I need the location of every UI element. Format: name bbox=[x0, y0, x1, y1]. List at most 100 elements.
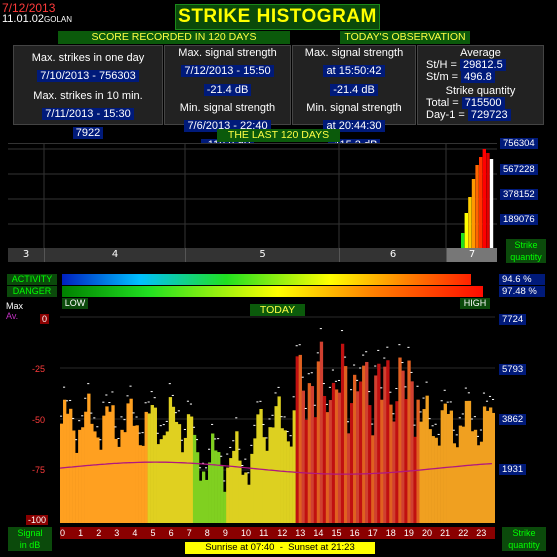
today-max-mark bbox=[183, 428, 186, 430]
signal-record-panel: Max. signal strength 7/12/2013 - 15:50 -… bbox=[164, 45, 291, 151]
today-max-mark bbox=[398, 344, 401, 346]
today-max-mark bbox=[159, 425, 162, 427]
today-max-mark bbox=[220, 455, 223, 457]
today-bar bbox=[141, 445, 145, 523]
today-max-mark bbox=[304, 407, 307, 409]
today-bar bbox=[464, 400, 469, 523]
today-bar bbox=[201, 471, 206, 523]
today-max-mark bbox=[322, 383, 325, 385]
today-bar bbox=[313, 417, 318, 523]
today-bar bbox=[419, 421, 423, 523]
today-bar bbox=[235, 431, 239, 523]
today-bar bbox=[66, 413, 70, 523]
today-max-mark bbox=[226, 453, 229, 455]
today-max-mark bbox=[319, 328, 322, 330]
today-max-mark bbox=[81, 415, 84, 417]
total-row: Total = 715500 bbox=[418, 97, 543, 109]
today-bar bbox=[277, 396, 281, 523]
today-bar bbox=[353, 374, 357, 523]
l120-ylabel-3: 189076 bbox=[500, 214, 538, 225]
today-max-mark bbox=[395, 388, 398, 390]
today-max-mark bbox=[467, 392, 470, 394]
today-bar bbox=[395, 401, 399, 523]
today-max-mark bbox=[235, 417, 238, 419]
today-max-mark bbox=[283, 416, 286, 418]
signal-label-2: in dB bbox=[19, 540, 41, 550]
db-label-0: 0 bbox=[40, 314, 50, 324]
today-bar bbox=[434, 437, 438, 523]
today-max-mark bbox=[350, 389, 353, 391]
today-max-mark bbox=[310, 372, 313, 374]
today-bar bbox=[78, 429, 82, 523]
today-max-mark bbox=[362, 354, 365, 356]
today-max-mark bbox=[168, 383, 171, 385]
today-bar bbox=[90, 423, 94, 523]
qty-label-2: 3862 bbox=[499, 414, 527, 425]
today-bar bbox=[162, 435, 167, 523]
hour-label: 7 bbox=[186, 528, 192, 538]
hour-label: 5 bbox=[150, 528, 156, 538]
hour-label: 12 bbox=[277, 528, 288, 538]
today-bar bbox=[331, 382, 336, 523]
today-bar bbox=[479, 441, 484, 523]
today-bar bbox=[177, 424, 182, 523]
today-bar bbox=[452, 443, 457, 523]
stm-value: 496.8 bbox=[461, 71, 495, 83]
today-bar bbox=[223, 491, 227, 523]
today-max-mark bbox=[150, 391, 153, 393]
l120-bar bbox=[486, 153, 490, 249]
today-bar bbox=[192, 434, 197, 523]
last120-svg bbox=[8, 144, 497, 249]
today-bar bbox=[63, 399, 67, 523]
today-max-mark bbox=[425, 381, 428, 383]
today-max-mark bbox=[180, 439, 183, 441]
today-bar bbox=[368, 405, 372, 523]
hour-label: 19 bbox=[403, 528, 414, 538]
today-max-mark bbox=[353, 364, 356, 366]
today-max-mark bbox=[458, 417, 461, 419]
today-max-mark bbox=[401, 362, 404, 364]
today-svg bbox=[59, 316, 496, 523]
today-bar bbox=[413, 436, 417, 523]
today-bar bbox=[274, 406, 278, 523]
today-bar bbox=[304, 419, 309, 523]
today-max-mark bbox=[126, 395, 129, 397]
today-max-mark bbox=[223, 480, 226, 482]
today-bar bbox=[183, 437, 188, 523]
hour-label: 13 bbox=[295, 528, 306, 538]
today-bar bbox=[117, 446, 121, 523]
today-max-mark bbox=[289, 435, 292, 437]
month-3: 3 bbox=[8, 248, 44, 262]
today-bar bbox=[365, 361, 369, 523]
today-max-mark bbox=[434, 423, 437, 425]
today-max-mark bbox=[186, 400, 189, 402]
today-bar bbox=[271, 427, 275, 523]
total-label: Total bbox=[426, 97, 450, 109]
today-max-mark bbox=[313, 404, 316, 406]
today-max-mark bbox=[356, 379, 359, 381]
stm-row: St/m = 496.8 bbox=[418, 71, 543, 83]
today-max-mark bbox=[141, 432, 144, 434]
page-title: STRIKE HISTOGRAM bbox=[175, 4, 380, 30]
today-max-mark bbox=[464, 387, 467, 389]
danger-bar-mask bbox=[483, 286, 494, 297]
today-bar bbox=[60, 423, 64, 523]
l120-bar bbox=[479, 157, 483, 249]
today-bar bbox=[120, 429, 124, 523]
today-bar bbox=[280, 428, 284, 523]
today-bar bbox=[334, 389, 339, 523]
today-max-mark bbox=[69, 399, 72, 401]
today-max-mark bbox=[211, 423, 214, 425]
total-value: 715500 bbox=[461, 97, 505, 109]
db-label-75: -75 bbox=[32, 465, 46, 475]
today-max-mark bbox=[470, 418, 473, 420]
high-label: HIGH bbox=[460, 298, 490, 309]
today-bar bbox=[470, 431, 475, 523]
today-bar bbox=[259, 408, 263, 523]
today-max-mark bbox=[455, 434, 458, 436]
today-bar bbox=[174, 421, 179, 523]
today-max-mark bbox=[404, 386, 407, 388]
today-bar bbox=[247, 484, 251, 523]
today-max-mark bbox=[84, 397, 87, 399]
today-max-mark bbox=[72, 417, 75, 419]
